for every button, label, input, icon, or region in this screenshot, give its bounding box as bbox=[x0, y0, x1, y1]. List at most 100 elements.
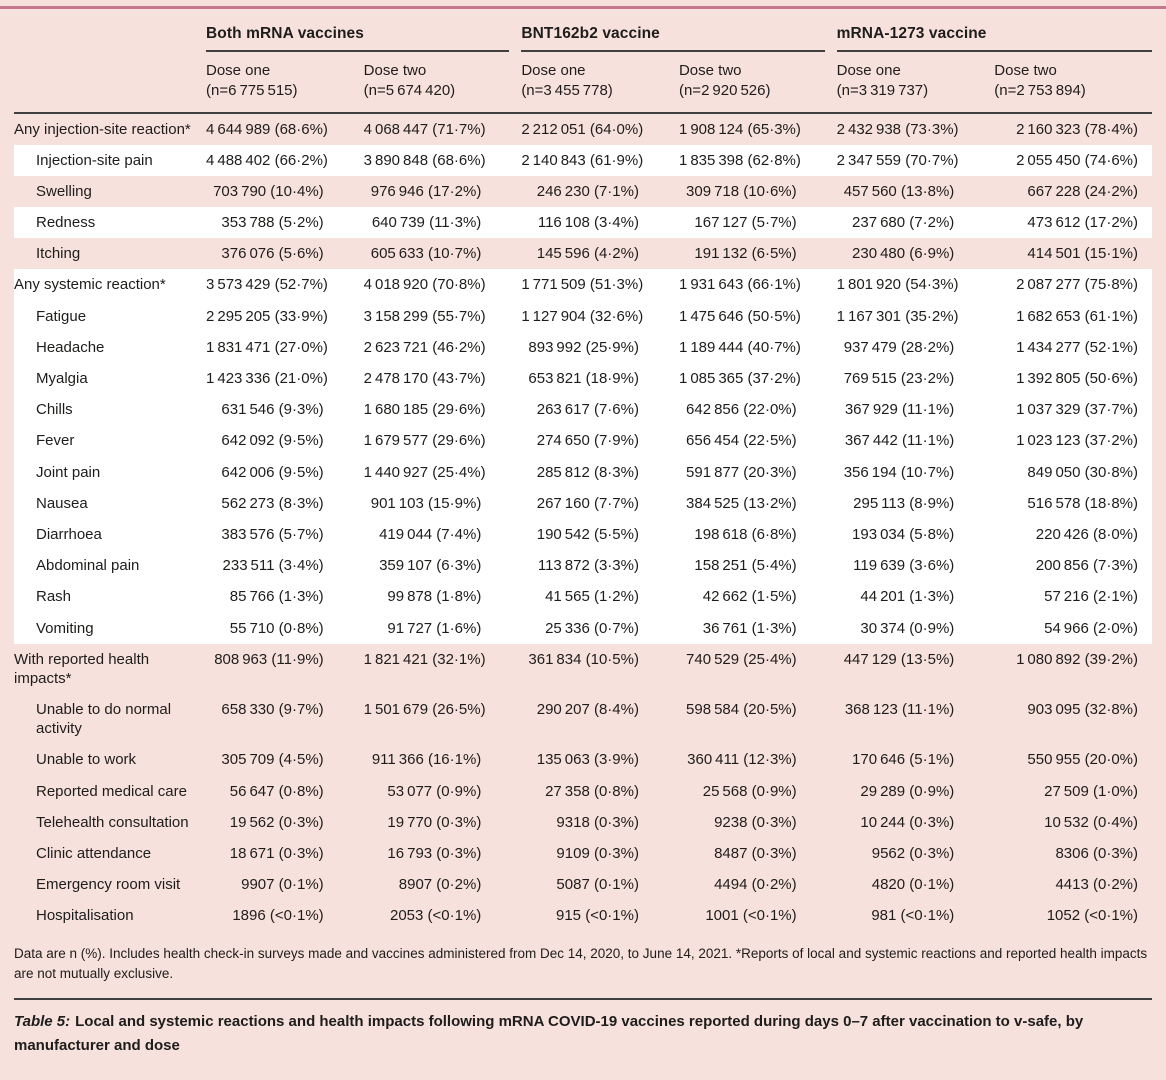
cell-value: 901 103 (15·9%) bbox=[363, 487, 522, 519]
row-label: Abdominal pain bbox=[14, 550, 206, 582]
cell-value: 598 584 (20·5%) bbox=[686, 701, 797, 719]
cell-value: 915 (<0·1%) bbox=[556, 907, 639, 925]
cell-value: 42 662 (1·5%) bbox=[678, 581, 837, 613]
table-row: Emergency room visit 9907 (0·1%) 8907 (0·2… bbox=[14, 869, 1152, 900]
dose-n: (n=2 920 526) bbox=[678, 82, 771, 100]
table-row: Diarrhoea 383 576 (5·7%) 419 044 (7·4%) 190… bbox=[14, 518, 1152, 551]
cell-value: 1 167 301 (35·2%) bbox=[836, 300, 995, 332]
cell-value: 220 426 (8·0%) bbox=[994, 518, 1152, 551]
cell-value: 2 623 721 (46·2%) bbox=[363, 331, 522, 363]
cell-value: 30 374 (0·9%) bbox=[836, 612, 995, 644]
cell-value: 9318 (0·3%) bbox=[556, 813, 639, 831]
cell-value: 4494 (0·2%) bbox=[714, 876, 797, 894]
row-label: Injection-site pain bbox=[14, 144, 206, 176]
cell-value: 4413 (0·2%) bbox=[1055, 876, 1138, 894]
cell-value: 516 578 (18·8%) bbox=[994, 487, 1152, 519]
table-row: Headache 1 831 471 (27·0%) 2 623 721 (46·2… bbox=[14, 331, 1152, 363]
cell-value: 267 160 (7·7%) bbox=[521, 487, 679, 519]
cell-value: 1 037 329 (37·7%) bbox=[994, 394, 1152, 426]
dose-header-row: Dose one (n=6 775 515) Dose two (n=5 674… bbox=[14, 52, 1152, 114]
cell-value: 8487 (0·3%) bbox=[714, 845, 797, 862]
column-header-dose-6: Dose two (n=2 753 894) bbox=[994, 52, 1152, 114]
dose-label: Dose one bbox=[836, 62, 901, 79]
cell-value: 233 511 (3·4%) bbox=[206, 550, 364, 582]
row-label: Any injection-site reaction* bbox=[14, 120, 191, 138]
table-row: Nausea 562 273 (8·3%) 901 103 (15·9%) 267 1… bbox=[14, 487, 1152, 519]
column-header-dose-4: Dose two (n=2 920 526) bbox=[678, 52, 837, 114]
cell-value: 642 092 (9·5%) bbox=[206, 425, 364, 457]
dose-label: Dose two bbox=[994, 62, 1057, 79]
cell-value: 1 821 421 (32·1%) bbox=[363, 650, 486, 668]
cell-value: 653 821 (18·9%) bbox=[521, 363, 679, 395]
column-group-label: BNT162b2 vaccine bbox=[521, 25, 825, 52]
cell-value: 167 127 (5·7%) bbox=[678, 207, 837, 239]
cell-value: 295 113 (8·9%) bbox=[836, 487, 995, 519]
table-row: Chills 631 546 (9·3%) 1 680 185 (29·6%) 263… bbox=[14, 394, 1152, 426]
cell-value: 1 392 805 (50·6%) bbox=[994, 363, 1152, 395]
dose-n: (n=2 753 894) bbox=[994, 82, 1086, 100]
cell-value: 290 207 (8·4%) bbox=[536, 701, 639, 719]
cell-value: 25 336 (0·7%) bbox=[521, 612, 679, 644]
label-column-spacer bbox=[14, 52, 206, 114]
cell-value: 158 251 (5·4%) bbox=[678, 550, 837, 582]
dose-label: Dose two bbox=[363, 62, 427, 79]
cell-value: 353 788 (5·2%) bbox=[206, 207, 364, 239]
row-label: Vomiting bbox=[14, 612, 206, 644]
cell-value: 55 710 (0·8%) bbox=[206, 612, 364, 644]
cell-value: 1 931 643 (66·1%) bbox=[678, 269, 837, 301]
cell-value: 1896 (<0·1%) bbox=[232, 907, 324, 925]
cell-value: 53 077 (0·9%) bbox=[387, 782, 482, 800]
cell-value: 367 442 (11·1%) bbox=[836, 425, 995, 457]
table-row: Joint pain 642 006 (9·5%) 1 440 927 (25·4%… bbox=[14, 456, 1152, 488]
cell-value: 1 835 398 (62·8%) bbox=[678, 144, 837, 176]
cell-value: 57 216 (2·1%) bbox=[994, 581, 1152, 613]
row-label: Diarrhoea bbox=[14, 518, 206, 551]
cell-value: 230 480 (6·9%) bbox=[852, 245, 955, 263]
cell-value: 36 761 (1·3%) bbox=[678, 612, 837, 644]
dose-label: Dose one bbox=[521, 62, 586, 79]
cell-value: 2 478 170 (43·7%) bbox=[363, 363, 522, 395]
cell-value: 703 790 (10·4%) bbox=[213, 182, 324, 200]
table-row: Hospitalisation 1896 (<0·1%) 2053 (<0·1%) 9… bbox=[14, 900, 1152, 931]
table-row: Clinic attendance 18 671 (0·3%) 16 793 (0·… bbox=[14, 838, 1152, 869]
cell-value: 116 108 (3·4%) bbox=[521, 207, 679, 239]
table-row: Fever 642 092 (9·5%) 1 679 577 (29·6%) 274 … bbox=[14, 425, 1152, 457]
cell-value: 305 709 (4·5%) bbox=[221, 751, 324, 769]
table-row: Unable to work 305 709 (4·5%) 911 366 (16·… bbox=[14, 744, 1152, 775]
cell-value: 9238 (0·3%) bbox=[714, 813, 797, 831]
cell-value: 368 123 (11·1%) bbox=[844, 701, 955, 719]
cell-value: 2 160 323 (78·4%) bbox=[1016, 120, 1138, 138]
cell-value: 3 573 429 (52·7%) bbox=[206, 269, 364, 301]
row-label: Emergency room visit bbox=[36, 876, 181, 894]
cell-value: 361 834 (10·5%) bbox=[528, 650, 639, 668]
cell-value: 18 671 (0·3%) bbox=[229, 845, 324, 862]
cell-value: 605 633 (10·7%) bbox=[370, 245, 482, 263]
cell-value: 1 080 892 (39·2%) bbox=[1016, 650, 1138, 668]
table-row: Itching 376 076 (5·6%) 605 633 (10·7%) 145 … bbox=[14, 238, 1152, 269]
table-row: Myalgia 1 423 336 (21·0%) 2 478 170 (43·7%… bbox=[14, 363, 1152, 395]
column-group-bnt162b2: BNT162b2 vaccine bbox=[521, 9, 836, 52]
cell-value: 309 718 (10·6%) bbox=[686, 182, 797, 200]
cell-value: 4 644 989 (68·6%) bbox=[206, 120, 328, 138]
cell-value: 4 018 920 (70·8%) bbox=[363, 269, 522, 301]
cell-value: 19 562 (0·3%) bbox=[229, 813, 324, 831]
reactions-table: Both mRNA vaccines BNT162b2 vaccine mRNA… bbox=[14, 9, 1152, 932]
table-row: Abdominal pain 233 511 (3·4%) 359 107 (6·3… bbox=[14, 550, 1152, 582]
row-label: With reported health impacts* bbox=[14, 650, 150, 687]
cell-value: 1 434 277 (52·1%) bbox=[994, 331, 1152, 363]
table-row: Any systemic reaction* 3 573 429 (52·7%) 4… bbox=[14, 269, 1152, 301]
cell-value: 1 682 653 (61·1%) bbox=[994, 300, 1152, 332]
cell-value: 1 023 123 (37·2%) bbox=[994, 425, 1152, 457]
column-header-dose-3: Dose one (n=3 455 778) bbox=[521, 52, 679, 114]
cell-value: 383 576 (5·7%) bbox=[206, 518, 364, 551]
cell-value: 562 273 (8·3%) bbox=[206, 487, 364, 519]
cell-value: 631 546 (9·3%) bbox=[206, 394, 364, 426]
cell-value: 419 044 (7·4%) bbox=[363, 518, 522, 551]
dose-label: Dose one bbox=[206, 62, 271, 79]
cell-value: 591 877 (20·3%) bbox=[678, 456, 837, 488]
cell-value: 769 515 (23·2%) bbox=[836, 363, 995, 395]
cell-value: 4 488 402 (66·2%) bbox=[206, 144, 364, 176]
cell-value: 1 475 646 (50·5%) bbox=[678, 300, 837, 332]
cell-value: 937 479 (28·2%) bbox=[836, 331, 995, 363]
